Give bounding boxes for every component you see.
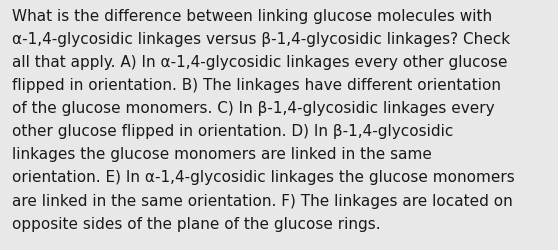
Text: orientation. E) In α-1,4-glycosidic linkages the glucose monomers: orientation. E) In α-1,4-glycosidic link… — [12, 170, 515, 185]
Text: linkages the glucose monomers are linked in the same: linkages the glucose monomers are linked… — [12, 147, 432, 162]
Text: opposite sides of the plane of the glucose rings.: opposite sides of the plane of the gluco… — [12, 216, 381, 231]
Text: flipped in orientation. B) The linkages have different orientation: flipped in orientation. B) The linkages … — [12, 78, 501, 93]
Text: What is the difference between linking glucose molecules with: What is the difference between linking g… — [12, 9, 492, 24]
Text: of the glucose monomers. C) In β-1,4-glycosidic linkages every: of the glucose monomers. C) In β-1,4-gly… — [12, 101, 495, 116]
Text: α-1,4-glycosidic linkages versus β-1,4-glycosidic linkages? Check: α-1,4-glycosidic linkages versus β-1,4-g… — [12, 32, 511, 47]
Text: other glucose flipped in orientation. D) In β-1,4-glycosidic: other glucose flipped in orientation. D)… — [12, 124, 454, 139]
Text: all that apply. A) In α-1,4-glycosidic linkages every other glucose: all that apply. A) In α-1,4-glycosidic l… — [12, 55, 508, 70]
Text: are linked in the same orientation. F) The linkages are located on: are linked in the same orientation. F) T… — [12, 193, 513, 208]
